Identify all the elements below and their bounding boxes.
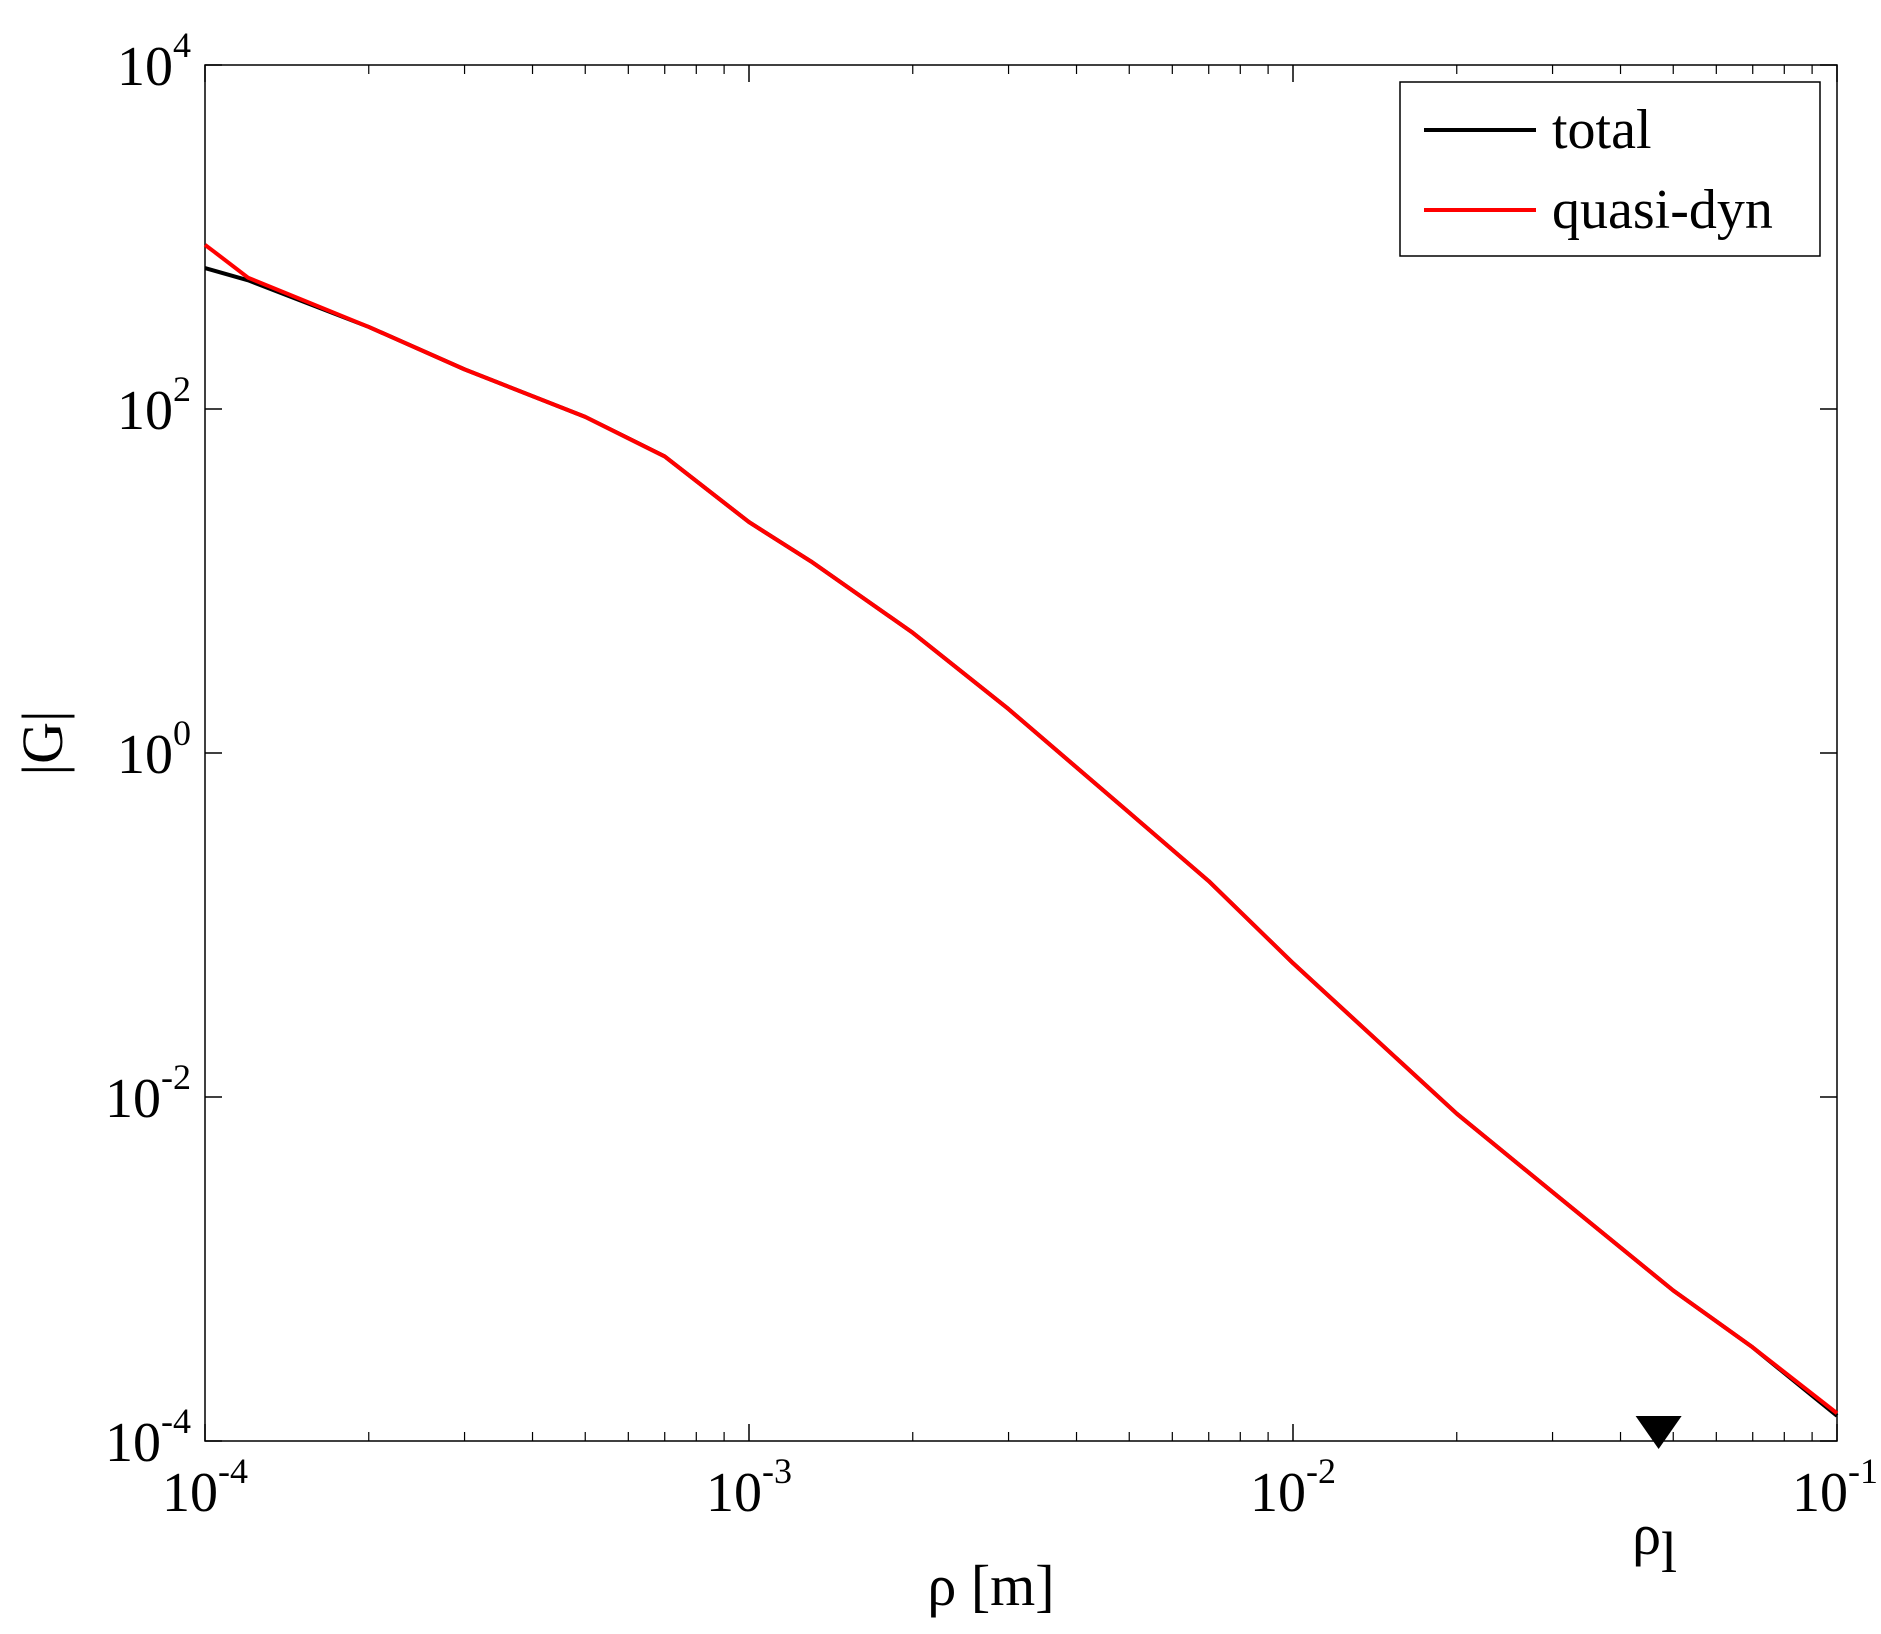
y-tick-label: 10-4 — [105, 1401, 191, 1474]
marker-layer: ρl — [1632, 1416, 1682, 1585]
legend-box — [1399, 81, 1821, 257]
y-axis-label: |G| — [10, 710, 75, 775]
axis-labels: ρ [m] |G| — [10, 710, 1055, 1618]
rho-l-marker — [1635, 1416, 1682, 1449]
rho-l-label: ρl — [1632, 1502, 1677, 1585]
series-layer — [203, 243, 1839, 1418]
x-axis-label: ρ [m] — [927, 1553, 1054, 1618]
legend-label: total — [1552, 99, 1652, 161]
y-tick-label: 100 — [117, 713, 191, 786]
x-tick-label: 10-4 — [162, 1451, 248, 1524]
legend: total quasi-dyn — [1399, 81, 1821, 257]
series-line-total — [204, 266, 1839, 1418]
x-tick-label: 10-3 — [706, 1451, 792, 1524]
series-line-quasi-dyn — [203, 243, 1839, 1415]
y-tick-label: 102 — [117, 369, 191, 442]
x-tick-label: 10-1 — [1792, 1451, 1878, 1524]
plot-frame — [204, 64, 1838, 1442]
x-tick-label: 10-2 — [1250, 1451, 1336, 1524]
y-tick-label: 104 — [117, 25, 191, 98]
axes-layer: 10-4 10-3 10-2 10-1 10-4 10-2 100 102 104 — [105, 25, 1878, 1524]
legend-label: quasi-dyn — [1552, 179, 1773, 241]
y-tick-label: 10-2 — [105, 1057, 191, 1130]
